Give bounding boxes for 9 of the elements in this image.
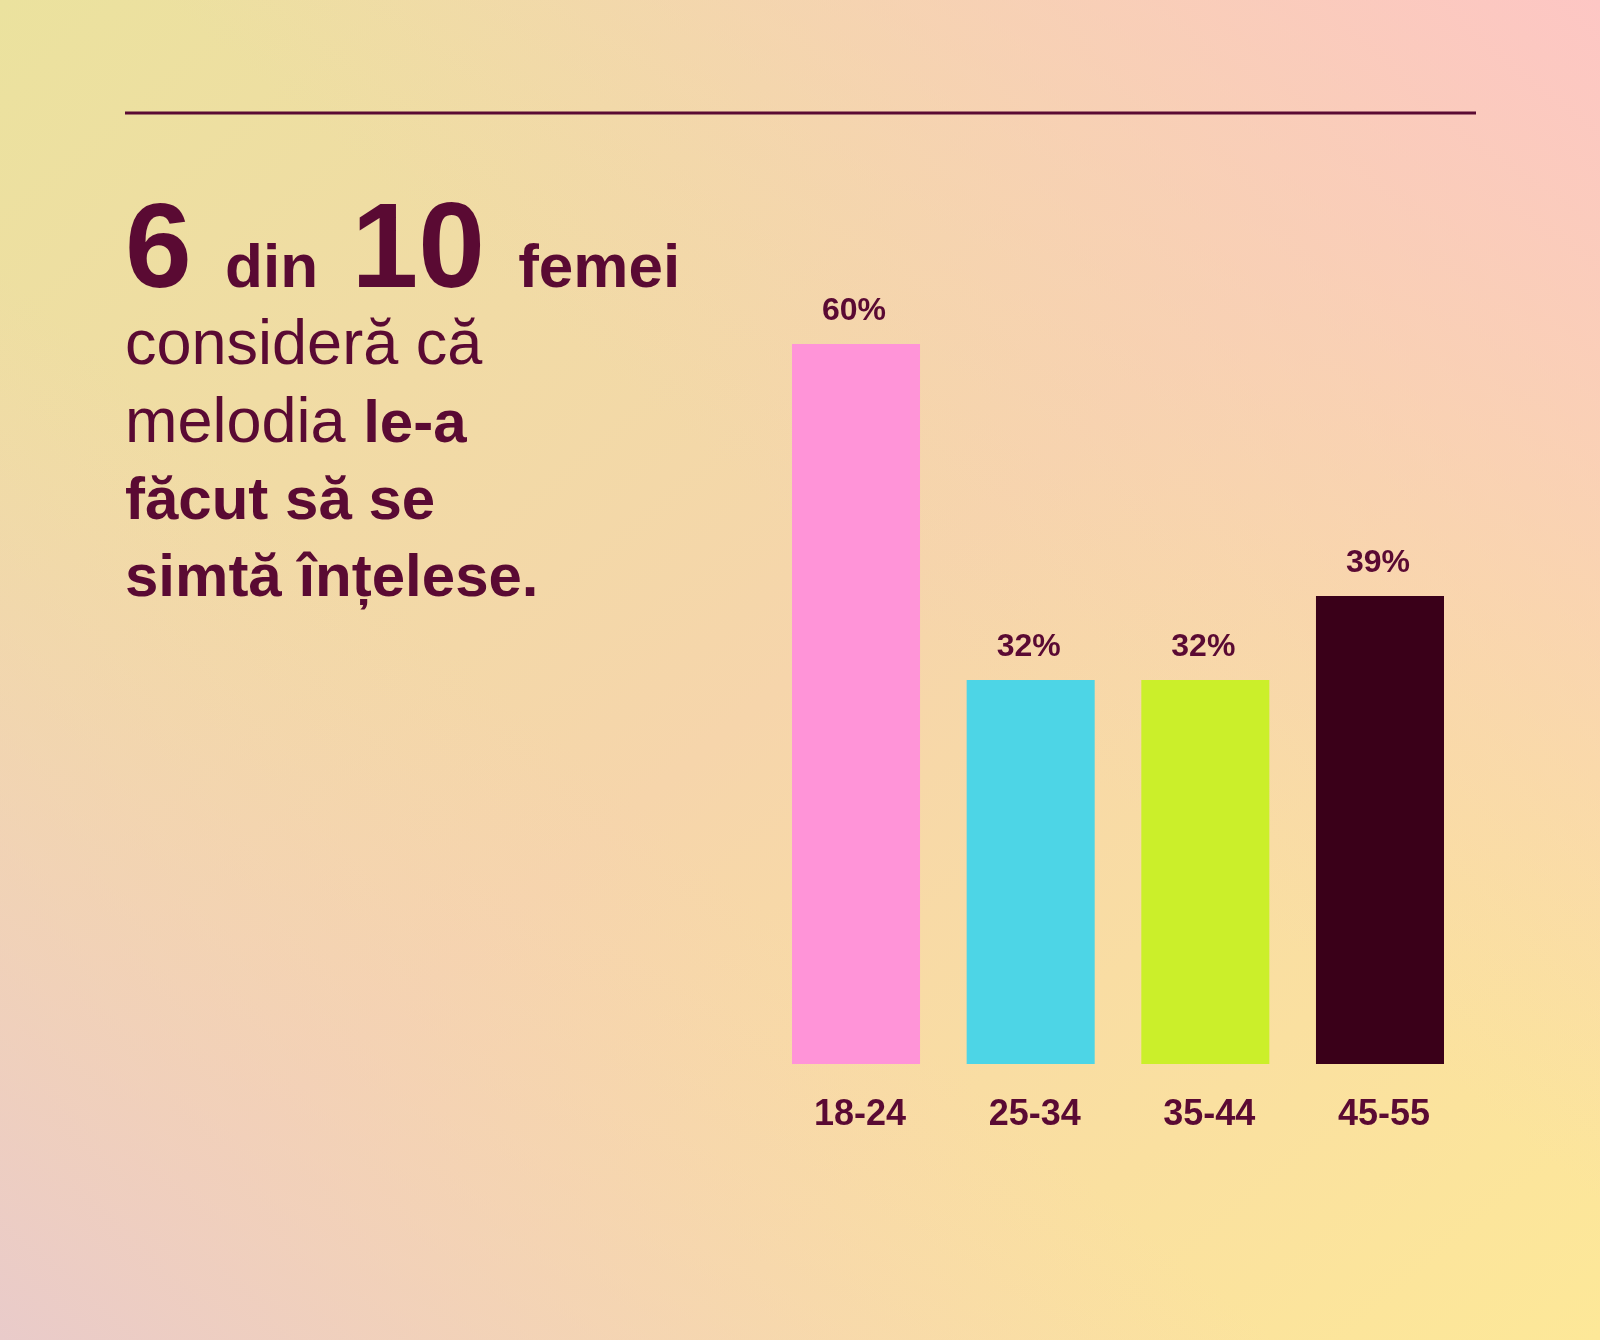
chart-title: 6 din 10 femei consideră că melodia le-a făcut să se simtă înțelese. xyxy=(125,178,681,609)
x-tick-label: 25-34 xyxy=(988,1092,1081,1133)
data-label: 32% xyxy=(1171,627,1236,663)
data-label: 60% xyxy=(821,291,887,327)
x-tick-label: 18-24 xyxy=(813,1092,907,1133)
x-tick-label: 35-44 xyxy=(1163,1092,1256,1133)
x-tick-label: 45-55 xyxy=(1337,1092,1431,1133)
data-label: 39% xyxy=(1345,543,1411,579)
data-label: 32% xyxy=(996,627,1061,663)
